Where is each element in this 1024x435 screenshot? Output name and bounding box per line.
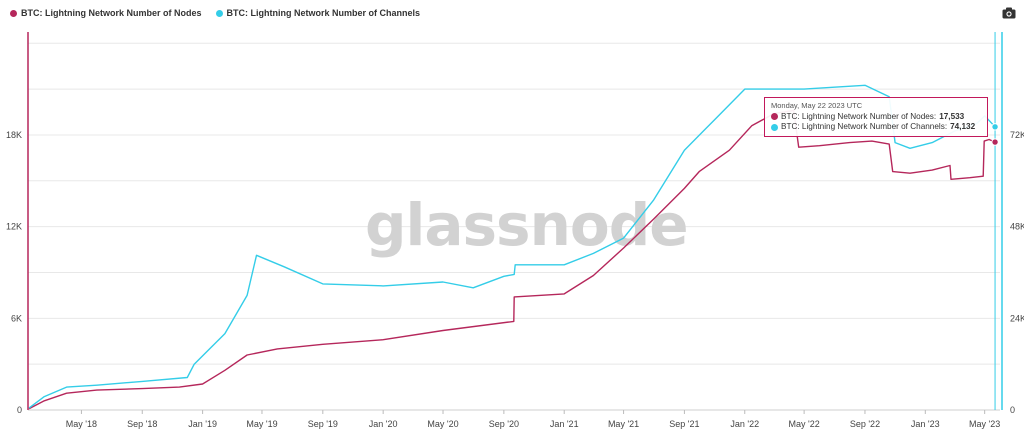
tooltip-swatch-channels [771,123,778,131]
legend-swatch-channels [215,9,223,17]
series-line-nodes [28,109,996,410]
tooltip-nodes-value: 17,533 [939,111,965,121]
x-tick-label: Jan '22 [730,419,759,429]
tooltip: Monday, May 22 2023 UTC BTC: Lightning N… [764,97,988,137]
camera-icon[interactable] [1002,7,1016,19]
watermark: glassnode [365,191,688,259]
x-tick-label: Sep '22 [850,419,880,429]
y-left-tick-label: 18K [6,130,22,140]
x-tick-label: May '22 [788,419,819,429]
legend-label-nodes: BTC: Lightning Network Number of Nodes [21,8,202,18]
y-left-tick-label: 6K [11,313,22,323]
tooltip-swatch-nodes [771,113,778,121]
tooltip-channels-label: BTC: Lightning Network Number of Channel… [781,122,948,131]
legend-item-nodes[interactable]: BTC: Lightning Network Number of Nodes [10,8,202,18]
tooltip-date: Monday, May 22 2023 UTC [771,101,863,110]
y-right-tick-label: 0 [1010,405,1015,415]
legend-swatch-nodes [10,9,17,17]
series-lines [28,84,996,410]
x-tick-label: Sep '20 [489,419,519,429]
x-tick-label: May '21 [608,419,639,429]
axes: 0 6K 12K 18K 0 24K 48K 72K May '18 Sep '18 Jan '19… [6,32,1024,429]
x-tick-label: May '23 [969,419,1000,429]
hover-point-nodes [991,138,999,146]
series-line-channels [28,84,996,409]
x-tick-label: May '19 [246,419,277,429]
hover-point-channels [991,123,999,131]
tooltip-row-nodes: BTC: Lightning Network Number of Nodes: … [771,112,981,123]
tooltip-nodes-label: BTC: Lightning Network Number of Nodes: [781,111,937,121]
x-tick-label: Jan '19 [188,419,217,429]
legend-label-channels: BTC: Lightning Network Number of Channel… [226,8,421,18]
y-right-tick-label: 48K [1010,222,1024,232]
y-left-tick-label: 12K [6,222,22,232]
tooltip-row-channels: BTC: Lightning Network Number of Channel… [771,122,981,133]
x-tick-label: May '20 [427,419,458,429]
chart-legend: BTC: Lightning Network Number of Nodes B… [10,8,420,18]
hover-marker [991,32,999,410]
x-tick-label: Sep '18 [127,419,157,429]
tooltip-channels-value: 74,132 [950,122,976,131]
y-right-tick-label: 24K [1010,313,1024,323]
y-left-tick-label: 0 [17,405,22,415]
x-tick-label: Jan '21 [550,419,579,429]
legend-item-channels[interactable]: BTC: Lightning Network Number of Channel… [215,8,421,18]
x-tick-label: Sep '19 [308,419,338,429]
x-tick-label: Jan '20 [369,419,398,429]
x-tick-label: Jan '23 [911,419,940,429]
x-tick-label: Sep '21 [669,419,699,429]
y-right-tick-label: 72K [1010,130,1024,140]
x-tick-label: May '18 [66,419,97,429]
